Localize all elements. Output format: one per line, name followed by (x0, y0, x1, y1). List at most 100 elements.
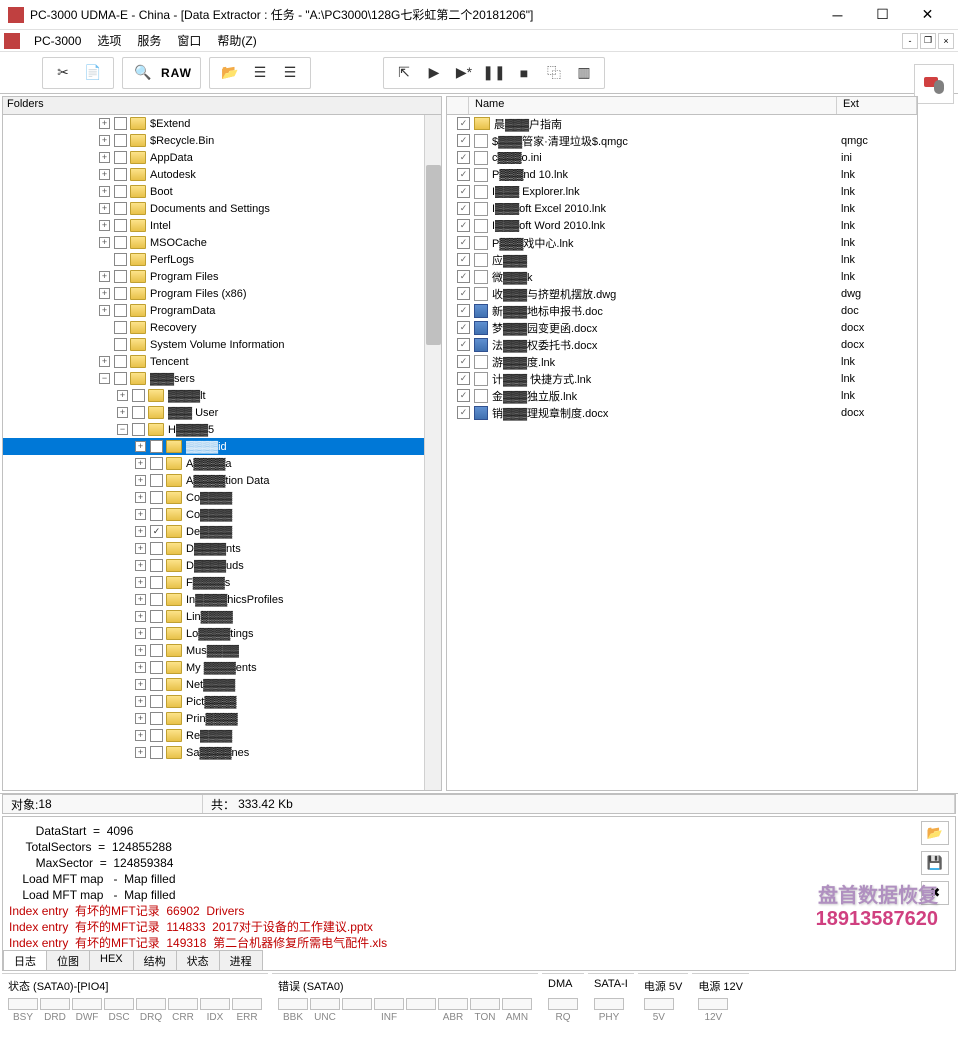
folder-tree[interactable]: +$Extend+$Recycle.Bin+AppData+Autodesk+B… (3, 115, 441, 790)
file-checkbox[interactable]: ✓ (457, 168, 470, 181)
binoculars-icon[interactable]: 🔍 (131, 61, 155, 85)
document-icon[interactable]: 📄 (81, 61, 105, 85)
tree-item[interactable]: +✓De▓▓▓▓ (3, 523, 441, 540)
file-checkbox[interactable]: ✓ (457, 134, 470, 147)
tree-checkbox[interactable] (150, 457, 163, 470)
close-button[interactable]: ✕ (905, 1, 950, 29)
file-row[interactable]: ✓$▓▓▓管家·清理垃圾$.qmgcqmgc (447, 132, 917, 149)
tree-item[interactable]: +Documents and Settings (3, 200, 441, 217)
expand-icon[interactable]: + (135, 645, 146, 656)
tree-item[interactable]: +Lin▓▓▓▓ (3, 608, 441, 625)
tree-checkbox[interactable] (150, 627, 163, 640)
tree-checkbox[interactable] (114, 372, 127, 385)
tree-checkbox[interactable] (114, 355, 127, 368)
file-checkbox[interactable]: ✓ (457, 406, 470, 419)
expand-icon[interactable]: + (135, 611, 146, 622)
tree-checkbox[interactable] (150, 593, 163, 606)
expand-icon[interactable]: + (135, 662, 146, 673)
tree-item[interactable]: +Co▓▓▓▓ (3, 489, 441, 506)
file-row[interactable]: ✓计▓▓▓ 快捷方式.lnklnk (447, 370, 917, 387)
tree-item[interactable]: Recovery (3, 319, 441, 336)
tree-item[interactable]: +A▓▓▓▓tion Data (3, 472, 441, 489)
tree-item[interactable]: +Program Files (x86) (3, 285, 441, 302)
file-checkbox[interactable]: ✓ (457, 304, 470, 317)
play-icon[interactable]: ▶ (422, 61, 446, 85)
log-tab[interactable]: HEX (89, 950, 134, 970)
expand-icon[interactable]: − (117, 424, 128, 435)
tree-item[interactable]: +Co▓▓▓▓ (3, 506, 441, 523)
file-checkbox[interactable]: ✓ (457, 372, 470, 385)
tree-checkbox[interactable] (150, 474, 163, 487)
pause-icon[interactable]: ❚❚ (482, 61, 506, 85)
expand-icon[interactable]: + (99, 152, 110, 163)
tree-checkbox[interactable] (150, 440, 163, 453)
log-save-icon[interactable]: 💾 (921, 851, 949, 875)
menu-window[interactable]: 窗口 (169, 30, 209, 51)
tree-checkbox[interactable] (150, 542, 163, 555)
tree-item[interactable]: +▓▓▓▓lt (3, 387, 441, 404)
col-name[interactable]: Name (469, 97, 837, 114)
file-checkbox[interactable]: ✓ (457, 355, 470, 368)
expand-icon[interactable]: − (99, 373, 110, 384)
expand-icon[interactable]: + (135, 458, 146, 469)
file-checkbox[interactable]: ✓ (457, 151, 470, 164)
tree-item[interactable]: −H▓▓▓▓5 (3, 421, 441, 438)
tree-item[interactable]: +MSOCache (3, 234, 441, 251)
file-row[interactable]: ✓梦▓▓▓园变更函.docxdocx (447, 319, 917, 336)
expand-icon[interactable]: + (99, 271, 110, 282)
tree-checkbox[interactable] (150, 559, 163, 572)
file-row[interactable]: ✓I▓▓▓oft Word 2010.lnklnk (447, 217, 917, 234)
file-row[interactable]: ✓I▓▓▓oft Excel 2010.lnklnk (447, 200, 917, 217)
expand-icon[interactable]: + (135, 577, 146, 588)
tree-item[interactable]: +Program Files (3, 268, 441, 285)
tree-item[interactable]: +▓▓▓▓id (3, 438, 441, 455)
file-checkbox[interactable]: ✓ (457, 389, 470, 402)
tree-checkbox[interactable] (150, 508, 163, 521)
tree-item[interactable]: +$Recycle.Bin (3, 132, 441, 149)
tree-checkbox[interactable] (150, 576, 163, 589)
menu-services[interactable]: 服务 (129, 30, 169, 51)
tree-item[interactable]: +A▓▓▓▓a (3, 455, 441, 472)
tree-checkbox[interactable] (150, 644, 163, 657)
copy-icon[interactable]: ⿻ (542, 61, 566, 85)
tree-item[interactable]: +Mus▓▓▓▓ (3, 642, 441, 659)
file-row[interactable]: ✓c▓▓▓o.iniini (447, 149, 917, 166)
tree-checkbox[interactable] (114, 321, 127, 334)
tree-item[interactable]: +F▓▓▓▓s (3, 574, 441, 591)
tree-item[interactable]: +▓▓▓ User (3, 404, 441, 421)
log-open-icon[interactable]: 📂 (921, 821, 949, 845)
tree-checkbox[interactable] (114, 134, 127, 147)
file-checkbox[interactable]: ✓ (457, 321, 470, 334)
tree-item[interactable]: +Intel (3, 217, 441, 234)
file-row[interactable]: ✓游▓▓▓度.lnklnk (447, 353, 917, 370)
expand-icon[interactable]: + (99, 169, 110, 180)
tree-item[interactable]: +D▓▓▓▓nts (3, 540, 441, 557)
tree-item[interactable]: +Lo▓▓▓▓tings (3, 625, 441, 642)
expand-icon[interactable]: + (99, 356, 110, 367)
tree-checkbox[interactable] (150, 729, 163, 742)
file-checkbox[interactable]: ✓ (457, 236, 470, 249)
tree-checkbox[interactable] (114, 338, 127, 351)
expand-icon[interactable]: + (135, 509, 146, 520)
tree-checkbox[interactable] (150, 695, 163, 708)
file-row[interactable]: ✓新▓▓▓地标申报书.docdoc (447, 302, 917, 319)
tree-item[interactable]: +Autodesk (3, 166, 441, 183)
expand-icon[interactable]: + (135, 475, 146, 486)
file-row[interactable]: ✓I▓▓▓ Explorer.lnklnk (447, 183, 917, 200)
file-row[interactable]: ✓应▓▓▓lnk (447, 251, 917, 268)
file-checkbox[interactable]: ✓ (457, 253, 470, 266)
file-row[interactable]: ✓法▓▓▓权委托书.docxdocx (447, 336, 917, 353)
expand-icon[interactable]: + (135, 441, 146, 452)
tree-checkbox[interactable] (150, 610, 163, 623)
tree-item[interactable]: +Boot (3, 183, 441, 200)
file-row[interactable]: ✓微▓▓▓klnk (447, 268, 917, 285)
expand-icon[interactable]: + (99, 118, 110, 129)
tree-checkbox[interactable] (150, 746, 163, 759)
expand-icon[interactable]: + (99, 220, 110, 231)
tree-item[interactable]: +ProgramData (3, 302, 441, 319)
play-settings-icon[interactable]: ▶* (452, 61, 476, 85)
tree-checkbox[interactable] (114, 236, 127, 249)
tools-icon[interactable]: ✂ (51, 61, 75, 85)
tree-checkbox[interactable]: ✓ (150, 525, 163, 538)
expand-icon[interactable]: + (99, 203, 110, 214)
